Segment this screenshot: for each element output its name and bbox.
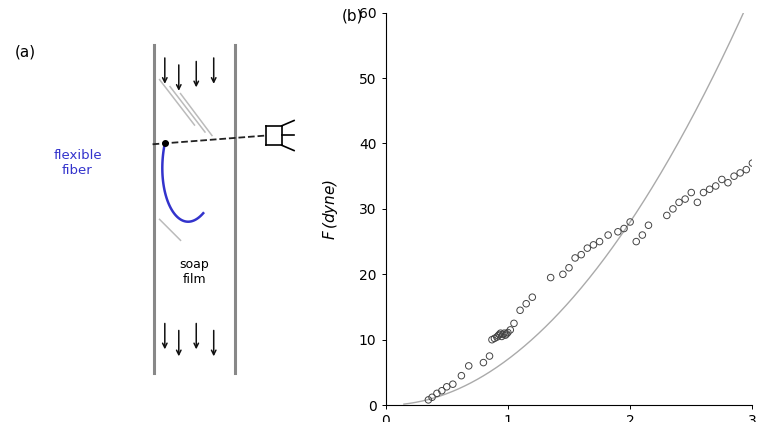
Point: [624, 219, 636, 225]
Point: [502, 329, 514, 336]
Point: [501, 330, 513, 337]
Point: [492, 333, 504, 339]
Point: [508, 320, 520, 327]
Point: [716, 176, 728, 183]
Point: [642, 222, 654, 229]
Point: [435, 387, 448, 394]
Point: [497, 331, 509, 338]
Point: [722, 179, 734, 186]
Point: [486, 336, 498, 343]
Point: [698, 189, 710, 196]
Point: [581, 245, 594, 252]
Point: [431, 390, 443, 397]
Point: [710, 183, 722, 189]
Text: (b): (b): [341, 9, 363, 24]
Text: flexible
fiber: flexible fiber: [53, 149, 102, 178]
Point: [447, 381, 459, 387]
Point: [557, 271, 569, 278]
Point: [426, 394, 438, 400]
Point: [679, 196, 692, 203]
Point: [587, 241, 600, 248]
Point: [498, 330, 510, 337]
Point: [734, 170, 746, 176]
Point: [504, 327, 516, 333]
Point: [692, 199, 704, 206]
Point: [746, 160, 758, 166]
Point: [660, 212, 673, 219]
Text: (a): (a): [14, 45, 36, 60]
Point: [667, 206, 679, 212]
Point: [423, 397, 435, 403]
Point: [495, 330, 507, 337]
Text: soap
film: soap film: [179, 258, 209, 286]
Point: [491, 334, 503, 341]
Point: [545, 274, 557, 281]
Point: [496, 333, 508, 340]
Point: [569, 254, 581, 261]
Point: [493, 331, 505, 338]
Point: [520, 300, 532, 307]
Point: [514, 307, 526, 314]
Point: [455, 372, 467, 379]
Point: [704, 186, 716, 192]
Point: [575, 251, 587, 258]
Point: [630, 238, 642, 245]
Point: [636, 232, 648, 238]
Point: [483, 353, 496, 360]
Point: [740, 166, 752, 173]
Point: [686, 189, 698, 196]
Point: [563, 264, 575, 271]
Point: [489, 335, 501, 342]
Point: [602, 232, 614, 238]
Text: $F\,$(dyne): $F\,$(dyne): [321, 178, 340, 240]
Point: [463, 362, 475, 369]
Point: [673, 199, 685, 206]
Point: [594, 238, 606, 245]
Point: [618, 225, 630, 232]
Point: [526, 294, 538, 300]
Point: [612, 228, 624, 235]
Point: [441, 384, 453, 390]
Point: [728, 173, 740, 180]
Point: [499, 332, 511, 338]
Point: [477, 359, 489, 366]
